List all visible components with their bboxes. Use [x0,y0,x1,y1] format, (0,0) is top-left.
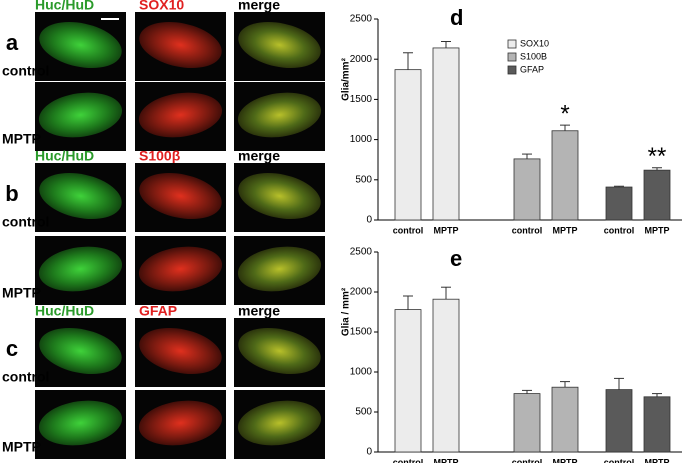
micrograph-signal [138,246,223,292]
x-tick-label: control [393,457,424,463]
x-tick-label: control [604,225,635,235]
column-header: Huc/HuD [35,0,94,13]
column-header: Huc/HuD [35,148,94,164]
panel-label: a [6,30,19,55]
condition-label: MPTP [2,439,41,455]
micrograph-signal [237,400,322,446]
x-tick-label: control [512,225,543,235]
bar [643,396,671,453]
condition-label: control [2,369,49,385]
y-tick-label: 1500 [350,327,373,338]
significance-mark: * [560,100,569,127]
x-tick-label: control [512,457,543,463]
condition-label: MPTP [2,285,41,301]
x-tick-label: MPTP [433,457,458,463]
micrograph-signal [138,92,223,138]
column-header: S100β [139,148,181,164]
column-header: merge [238,148,280,164]
bar [513,158,541,221]
micrograph-signal [39,327,122,375]
condition-label: control [2,63,49,79]
y-axis-label: Glia / mm² [341,287,352,336]
x-tick-label: MPTP [433,225,458,235]
legend-label: GFAP [520,64,544,74]
x-tick-label: MPTP [644,225,669,235]
y-tick-label: 1000 [350,367,373,378]
y-axis-label: Glia/mm² [341,57,352,100]
x-tick-label: MPTP [644,457,669,463]
y-tick-label: 500 [355,407,372,418]
bar [394,309,422,453]
micrograph-signal [139,327,222,375]
legend-swatch [507,52,517,62]
bar [432,47,460,221]
bar [551,130,579,221]
x-tick-label: control [604,457,635,463]
legend-swatch [507,39,517,49]
legend-label: SOX10 [520,38,549,48]
micrograph-signal [237,246,322,292]
y-tick-label: 0 [366,447,372,458]
micrograph-signal [139,21,222,69]
column-header: Huc/HuD [35,303,94,319]
panel-label: c [6,336,18,361]
y-tick-label: 2500 [350,14,373,25]
micrograph-signal [237,92,322,138]
micrograph-signal [38,400,123,446]
y-tick-label: 500 [355,174,372,185]
x-tick-label: control [393,225,424,235]
micrograph-signal [238,21,321,69]
column-header: merge [238,0,280,13]
significance-mark: ** [648,143,667,170]
micrograph-signal [39,21,122,69]
condition-label: control [2,214,49,230]
bar [643,169,671,221]
micrograph-signal [238,172,321,220]
micrograph-signal [39,172,122,220]
bar [513,393,541,453]
y-tick-label: 1000 [350,134,373,145]
y-tick-label: 1500 [350,94,373,105]
y-tick-label: 2000 [350,287,373,298]
condition-label: MPTP [2,131,41,147]
column-header: GFAP [139,303,177,319]
micrograph-signal [238,327,321,375]
micrograph-signal [38,246,123,292]
x-tick-label: MPTP [552,457,577,463]
micrograph-signal [139,172,222,220]
legend-swatch [507,65,517,75]
micrograph-signal [38,92,123,138]
column-header: merge [238,303,280,319]
panel-label: b [5,181,18,206]
x-tick-label: MPTP [552,225,577,235]
y-tick-label: 2000 [350,54,373,65]
column-header: SOX10 [139,0,184,13]
y-tick-label: 0 [366,215,372,226]
y-tick-label: 2500 [350,247,373,258]
micrograph-signal [138,400,223,446]
panel-label: e [450,246,462,271]
bar [605,389,633,453]
bar [394,69,422,221]
bar [432,298,460,453]
bar [605,186,633,221]
bar [551,386,579,453]
legend-label: S100B [520,51,547,61]
panel-label: d [450,5,463,30]
